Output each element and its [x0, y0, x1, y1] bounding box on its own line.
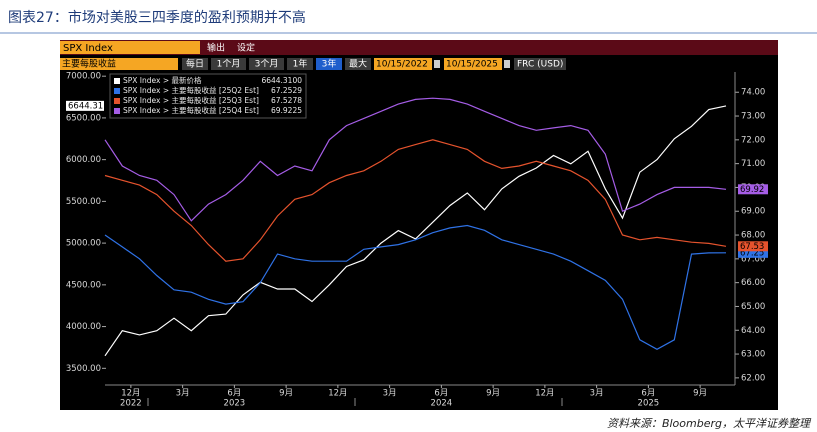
date-box[interactable]: [444, 58, 502, 70]
y2-tick-label: 71.00: [741, 159, 765, 169]
year-label: 2022: [120, 399, 142, 409]
button-label: 1年: [293, 58, 308, 70]
date: 10/15/2025: [446, 60, 498, 70]
y-tick-label: 7000.00: [66, 72, 101, 82]
legend-swatch: [114, 98, 120, 104]
y2-tick-label: 67.00: [741, 254, 765, 264]
x-tick-label: 6月: [227, 389, 241, 399]
x-tick-label: 6月: [434, 389, 448, 399]
value-tag-label: 67.53: [740, 242, 764, 252]
date-box[interactable]: [374, 58, 432, 70]
legend-box: [109, 73, 307, 119]
menu[interactable]: 设定: [237, 42, 255, 54]
x-tick-label: 9月: [693, 389, 707, 399]
currency-box[interactable]: [514, 58, 566, 70]
legend-value: 69.9225: [271, 106, 302, 115]
series-line: [104, 97, 727, 222]
y2-tick-label: 66.00: [741, 278, 765, 288]
button-label: 每日: [186, 58, 204, 70]
button-label: 1个月: [217, 59, 241, 70]
date-picker[interactable]: [434, 60, 440, 68]
x-tick-label: 12月: [535, 389, 554, 399]
legend-value: 67.5278: [271, 96, 302, 105]
y-tick-label: 4000.00: [66, 322, 101, 332]
button[interactable]: [287, 58, 313, 70]
x-tick-label: 9月: [279, 389, 293, 399]
legend-label: SPX Index > 主要每股收益 [25Q2 Est]: [123, 85, 259, 95]
button-label: 3年: [322, 58, 337, 70]
field: 主要每股收益: [62, 58, 116, 70]
caption: 图表27：市场对美股三四季度的盈利预期并不高: [8, 9, 306, 26]
currency: FRC (USD): [517, 60, 563, 70]
button[interactable]: [211, 58, 246, 70]
year-label: 2025: [638, 399, 660, 409]
value-tag: [738, 184, 768, 195]
y-tick-label: 5500.00: [66, 197, 101, 207]
ticker: SPX Index: [63, 43, 113, 54]
y2-tick-label: 64.00: [741, 326, 765, 336]
value-tag-label: 69.92: [740, 185, 764, 195]
source: 资料来源：Bloomberg，太平洋证券整理: [607, 417, 812, 430]
y2-tick-label: 74.00: [741, 88, 765, 98]
legend-label: SPX Index > 主要每股收益 [25Q3 Est]: [123, 95, 259, 105]
button[interactable]: [316, 58, 342, 70]
value-tag: [738, 247, 768, 258]
field-box[interactable]: [60, 58, 178, 70]
x-tick-label: 12月: [328, 389, 347, 399]
x-tick-label: 12月: [121, 389, 140, 399]
title-bar: [60, 40, 778, 55]
y-tick-label: 3500.00: [66, 364, 101, 374]
ticker-box[interactable]: [60, 41, 200, 54]
button-label: 3个月: [255, 59, 279, 70]
y2-tick-label: 73.00: [741, 112, 765, 122]
y-tick-label: 6500.00: [66, 113, 101, 123]
legend-label: SPX Index > 主要每股收益 [25Q4 Est]: [123, 105, 259, 115]
x-tick-label: 6月: [641, 389, 655, 399]
series-line: [104, 105, 727, 357]
value-tag-label: 67.25: [740, 248, 764, 258]
button-label: 最大: [349, 58, 367, 70]
series-line: [104, 139, 727, 262]
y2-tick-label: 69.00: [741, 207, 765, 217]
value-tag: [738, 241, 768, 252]
legend-swatch: [114, 78, 120, 84]
y-tick-label: 4500.00: [66, 280, 101, 290]
date: 10/15/2022: [376, 60, 428, 70]
x-tick-label: 3月: [590, 389, 604, 399]
x-tick-label: 3月: [383, 389, 397, 399]
y2-tick-label: 62.00: [741, 373, 765, 383]
series-line: [104, 224, 727, 350]
y2-tick-label: 65.00: [741, 302, 765, 312]
date-picker[interactable]: [504, 60, 510, 68]
legend-swatch: [114, 108, 120, 114]
legend-swatch: [114, 88, 120, 94]
x-tick-label: 9月: [486, 389, 500, 399]
button[interactable]: [249, 58, 284, 70]
y2-tick-label: 63.00: [741, 350, 765, 360]
legend-label: SPX Index > 最新价格: [123, 75, 202, 85]
legend-value: 6644.3100: [261, 76, 302, 85]
x-tick-label: 3月: [176, 389, 190, 399]
y2-tick-label: 72.00: [741, 135, 765, 145]
value-tag: [66, 100, 104, 111]
y2-tick-label: 68.00: [741, 231, 765, 241]
value-tag-label: 6644.31: [68, 101, 103, 111]
button[interactable]: [345, 58, 371, 70]
y-tick-label: 5000.00: [66, 239, 101, 249]
button[interactable]: [182, 58, 208, 70]
year-label: 2024: [431, 399, 453, 409]
year-label: 2023: [224, 399, 246, 409]
legend-value: 67.2529: [271, 86, 302, 95]
menu[interactable]: 输出: [207, 42, 225, 54]
y-tick-label: 6000.00: [66, 155, 101, 165]
